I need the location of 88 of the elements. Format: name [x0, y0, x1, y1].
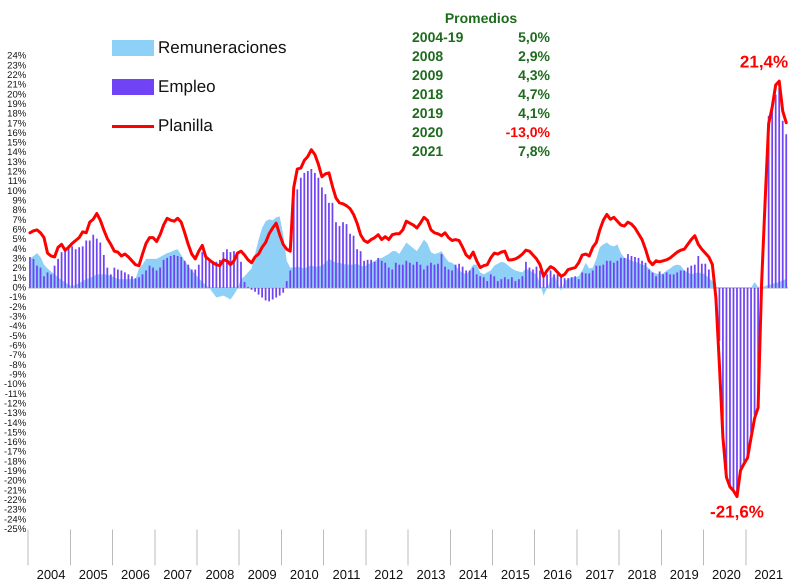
annotation: 2008	[412, 48, 444, 64]
y-tick-label: 6%	[12, 224, 27, 236]
x-tick-label: 2018	[628, 566, 656, 582]
legend-label: Empleo	[158, 77, 216, 97]
y-tick-label: -23%	[4, 504, 27, 516]
y-tick-label: -16%	[4, 437, 27, 448]
y-tick-label: -9%	[9, 369, 27, 380]
y-tick-label: 0%	[12, 282, 27, 294]
y-tick-label: 15%	[7, 138, 27, 149]
y-tick-label: -11%	[4, 388, 27, 400]
y-tick-label: 17%	[7, 118, 27, 130]
y-tick-label: -1%	[9, 292, 27, 304]
y-tick-label: -17%	[4, 446, 27, 458]
y-tick-label: -10%	[4, 379, 27, 390]
y-tick-label: -2%	[9, 302, 27, 313]
y-tick-label: 21%	[7, 80, 27, 91]
annotation: 7,8%	[517, 143, 550, 159]
x-tick-label: 2011	[332, 566, 361, 582]
x-tick-label: 2016	[543, 566, 572, 582]
annotation: 2021	[412, 143, 444, 159]
y-tick-label: 12%	[7, 166, 27, 178]
y-tick-label: 19%	[7, 98, 27, 110]
y-tick-label: 2%	[12, 263, 27, 274]
y-tick-label: 1%	[12, 272, 27, 284]
x-tick-label: 2017	[585, 566, 614, 582]
text: 5,0%	[517, 29, 550, 45]
y-tick-label: 7%	[12, 214, 27, 226]
annotation: 2009	[412, 67, 444, 83]
y-tick-label: 24%	[7, 50, 27, 62]
annotation: 4,3%	[517, 67, 550, 83]
x-tick-label: 2005	[78, 566, 108, 582]
legend-label: Planilla	[158, 116, 213, 136]
text: 2004-19	[412, 29, 464, 45]
y-tick-label: -22%	[4, 495, 27, 506]
y-tick-label: -20%	[4, 476, 27, 487]
x-tick-label: 2013	[416, 566, 446, 582]
y-tick-label: 8%	[12, 205, 27, 216]
y-tick-label: -14%	[4, 418, 27, 429]
y-tick-label: 3%	[12, 254, 27, 265]
y-tick-label: -5%	[9, 330, 27, 342]
y-tick-label: -4%	[9, 321, 27, 332]
x-tick-label: 2014	[458, 566, 488, 582]
y-tick-label: -3%	[9, 311, 27, 322]
x-tick-label: 2015	[500, 566, 530, 582]
y-tick-label: 10%	[7, 186, 27, 197]
x-tick-label: 2004	[36, 566, 66, 582]
annotation: 2020	[412, 124, 444, 140]
y-tick-label: -6%	[9, 340, 27, 352]
annotation: 2019	[412, 105, 444, 121]
y-tick-label: -12%	[4, 398, 27, 410]
annotation: 2,9%	[517, 48, 550, 64]
annotation: -13,0%	[504, 124, 550, 140]
y-tick-label: -13%	[4, 408, 27, 420]
y-tick-label: -19%	[4, 466, 27, 478]
x-tick-label: 2021	[754, 566, 784, 582]
legend-label: Remuneraciones	[158, 38, 287, 58]
y-tick-label: 11%	[8, 176, 27, 188]
y-tick-label: -24%	[4, 514, 27, 526]
y-tick-label: 16%	[7, 128, 27, 139]
x-tick-label: 2019	[670, 566, 699, 582]
y-tick-label: -21%	[4, 485, 27, 496]
annotation: 4,1%	[517, 105, 550, 121]
text: Promedios	[444, 10, 518, 26]
x-tick-label: 2007	[163, 566, 192, 582]
y-tick-label: 22%	[7, 70, 27, 81]
y-tick-label: -7%	[9, 350, 27, 362]
y-tick-label: 23%	[7, 60, 27, 72]
y-tick-label: 5%	[12, 234, 27, 246]
y-tick-label: -25%	[4, 524, 27, 536]
y-tick-label: 13%	[7, 156, 27, 168]
y-tick-label: -15%	[4, 427, 27, 438]
x-tick-label: 2008	[205, 566, 234, 582]
y-tick-label: -18%	[4, 456, 27, 468]
y-tick-label: -8%	[9, 360, 27, 371]
data-label: -21,6%	[710, 502, 764, 522]
x-tick-label: 2012	[374, 566, 404, 582]
x-tick-label: 2009	[248, 566, 277, 582]
y-tick-label: 20%	[7, 89, 27, 100]
y-tick-label: 14%	[7, 147, 27, 158]
x-tick-label: 2020	[712, 566, 741, 582]
x-tick-label: 2006	[121, 566, 150, 582]
x-tick-label: 2010	[290, 566, 319, 582]
y-tick-label: 18%	[7, 108, 27, 120]
y-tick-label: 4%	[12, 244, 27, 255]
y-tick-label: 9%	[12, 196, 27, 207]
annotation: 2018	[412, 86, 444, 102]
data-label: 21,4%	[740, 52, 788, 72]
annotation: 4,7%	[517, 86, 550, 102]
